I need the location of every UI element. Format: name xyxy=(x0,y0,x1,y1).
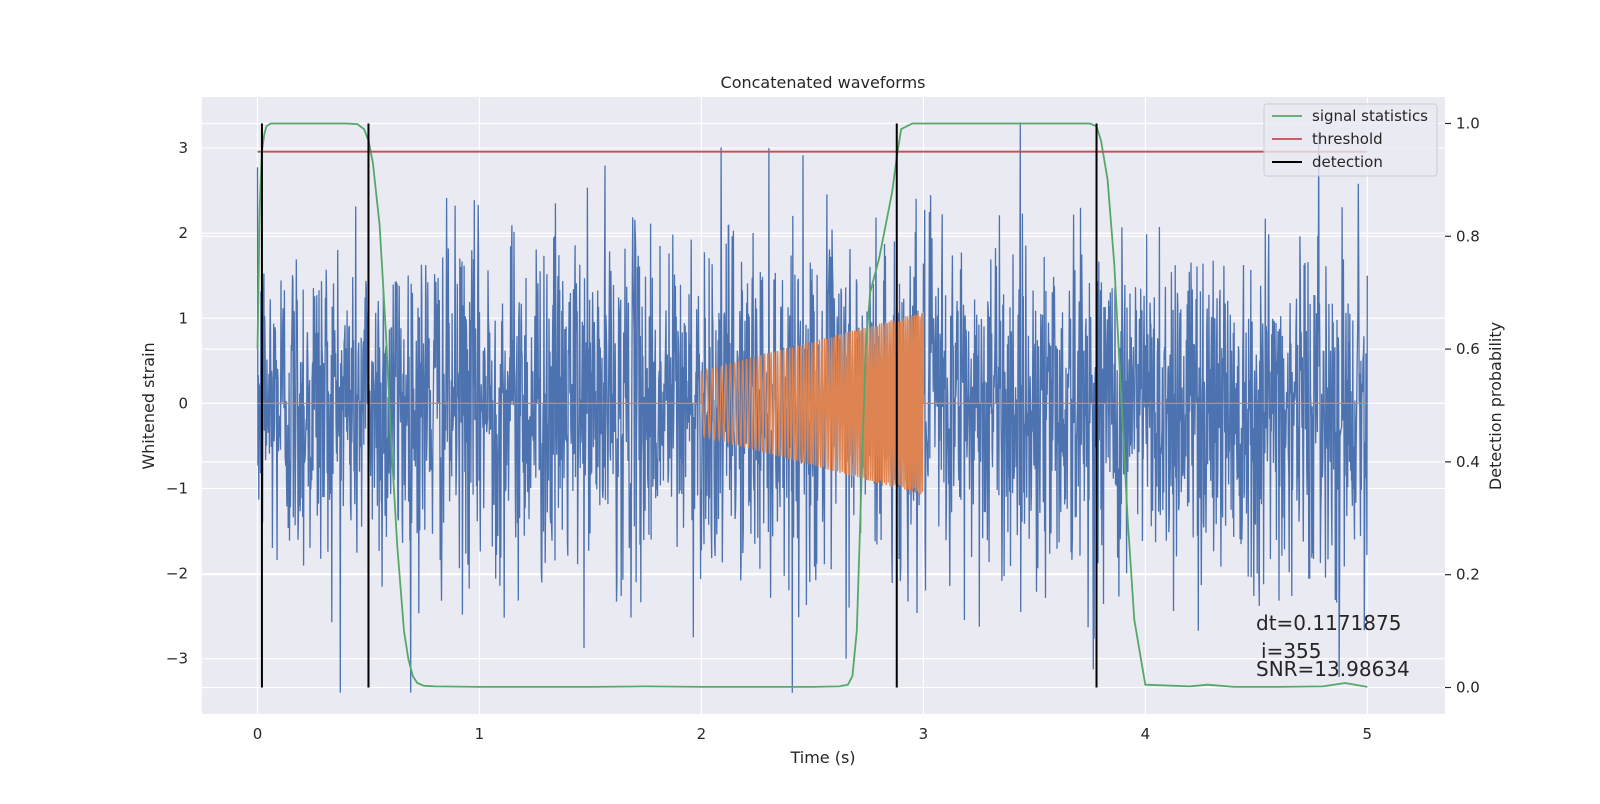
chart-title: Concatenated waveforms xyxy=(721,73,926,92)
y-right-tick-label: 0.4 xyxy=(1456,453,1480,471)
y-axis-label: Whitened strain xyxy=(139,342,158,469)
annotations: dt=0.1171875 i=355 SNR=13.98634 xyxy=(1256,611,1410,681)
y-tick-label: −1 xyxy=(166,479,188,497)
y-right-tick-label: 0.6 xyxy=(1456,340,1480,358)
y-axis-right: 0.0 0.2 0.4 0.6 0.8 1.0 xyxy=(1445,115,1480,696)
x-axis: 0 1 2 3 4 5 xyxy=(253,725,1372,743)
y-tick-label: 3 xyxy=(178,139,188,157)
y-tick-label: 1 xyxy=(178,309,188,327)
y-tick-label: −3 xyxy=(166,650,188,668)
y-axis-right-label: Detection probability xyxy=(1486,322,1505,490)
y-tick-label: −2 xyxy=(166,565,188,583)
y-tick-label: 0 xyxy=(178,394,188,412)
y-axis-left: −3 −2 −1 0 1 2 3 xyxy=(166,139,188,668)
legend: signal statistics threshold detection xyxy=(1263,103,1438,177)
x-tick-label: 0 xyxy=(253,725,263,743)
annotation-snr: SNR=13.98634 xyxy=(1256,657,1410,681)
x-tick-label: 5 xyxy=(1363,725,1373,743)
y-tick-label: 2 xyxy=(178,224,188,242)
y-right-tick-label: 0.0 xyxy=(1456,678,1480,696)
x-tick-label: 3 xyxy=(919,725,929,743)
x-tick-label: 2 xyxy=(697,725,707,743)
x-axis-label: Time (s) xyxy=(789,748,855,767)
y-right-tick-label: 0.8 xyxy=(1456,227,1480,245)
x-tick-label: 1 xyxy=(475,725,485,743)
annotation-dt: dt=0.1171875 xyxy=(1256,611,1401,635)
y-right-tick-label: 0.2 xyxy=(1456,566,1480,584)
annotation-i: i=355 xyxy=(1261,639,1322,663)
x-tick-label: 4 xyxy=(1141,725,1151,743)
data-layer xyxy=(256,122,1368,693)
signal-statistics-line xyxy=(256,122,1368,688)
legend-label: threshold xyxy=(1312,130,1383,148)
legend-box xyxy=(1263,103,1438,177)
injected-signal-line xyxy=(257,311,1368,495)
legend-label: signal statistics xyxy=(1312,107,1428,125)
y-right-tick-label: 1.0 xyxy=(1456,115,1480,133)
legend-label: detection xyxy=(1312,153,1383,171)
